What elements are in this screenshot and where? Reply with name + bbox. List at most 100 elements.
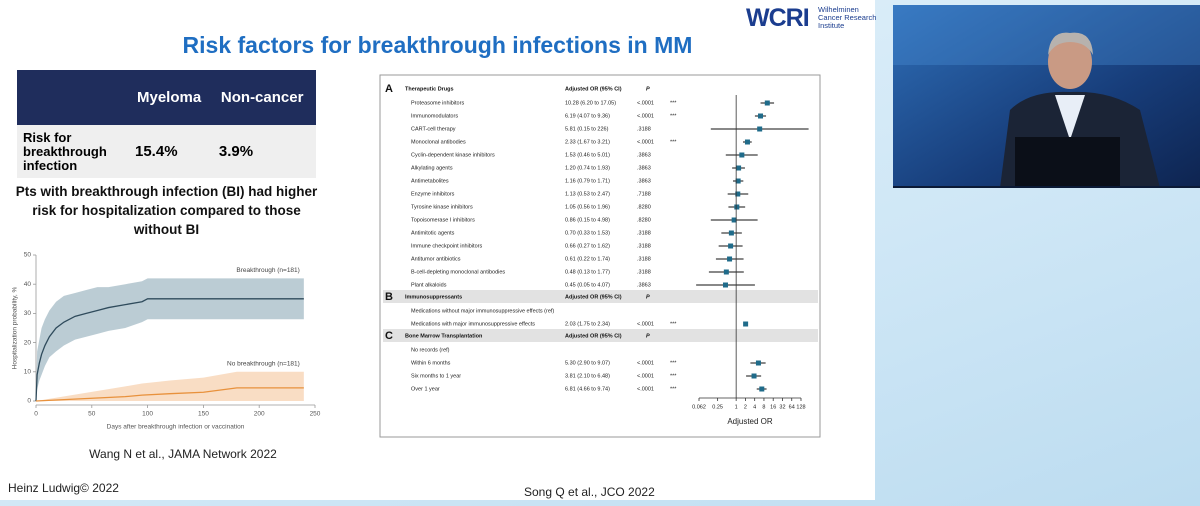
p-text: <.0001 <box>637 360 654 366</box>
or-text: 1.05 (0.56 to 1.96) <box>565 204 610 210</box>
section-letter: B <box>385 291 393 303</box>
x-tick-label: 2 <box>744 404 747 410</box>
p-text: <.0001 <box>637 321 654 327</box>
or-marker <box>758 113 764 119</box>
p-text: .3188 <box>637 126 651 132</box>
row-label: Proteasome inhibitors <box>411 100 464 106</box>
row-label: Immunomodulators <box>411 113 458 119</box>
p-text: .7188 <box>637 191 651 197</box>
p-text: .3188 <box>637 243 651 249</box>
row-label: Medications without major immunosuppress… <box>411 308 554 314</box>
row-label: Topoisomerase I inhibitors <box>411 217 475 223</box>
p-text: .3863 <box>637 282 651 288</box>
ci-band <box>36 371 304 401</box>
or-marker <box>723 269 729 275</box>
header-cell: Non-cancer <box>212 70 316 125</box>
row-label: Over 1 year <box>411 386 440 392</box>
p-text: .3188 <box>637 230 651 236</box>
section-title: Bone Marrow Transplantation <box>405 333 483 339</box>
row-label: Six months to 1 year <box>411 373 461 379</box>
or-header: Adjusted OR (95% CI) <box>565 86 622 92</box>
or-marker <box>734 204 740 210</box>
footer-left: Heinz Ludwig© 2022 <box>8 481 119 495</box>
or-marker <box>736 165 742 171</box>
or-text: 0.61 (0.22 to 1.74) <box>565 256 610 262</box>
or-text: 0.86 (0.15 to 4.98) <box>565 217 610 223</box>
x-tick-label: 16 <box>770 404 776 410</box>
p-text: .8280 <box>637 204 651 210</box>
or-marker <box>744 139 750 145</box>
logo-mark: WCRI <box>746 4 810 32</box>
or-text: 3.81 (2.10 to 6.48) <box>565 373 610 379</box>
p-text: <.0001 <box>637 139 654 145</box>
or-text: 5.81 (0.15 to 226) <box>565 126 609 132</box>
or-text: 0.70 (0.33 to 1.53) <box>565 230 610 236</box>
row-label: No records (ref) <box>411 347 450 353</box>
statement: Pts with breakthrough infection (BI) had… <box>15 184 318 237</box>
section-band <box>383 290 818 303</box>
or-marker <box>727 256 733 262</box>
series-label: No breakthrough (n=181) <box>227 361 300 368</box>
table-row: Risk for breakthrough infection 15.4% 3.… <box>17 125 316 178</box>
x-tick-label: 250 <box>310 411 321 418</box>
row-label: Risk for breakthrough infection <box>17 125 129 178</box>
y-axis-title: Hospitalization probability, % <box>12 286 19 369</box>
p-header: P <box>646 86 650 92</box>
or-marker <box>739 152 745 158</box>
y-tick-label: 50 <box>24 252 32 259</box>
or-marker <box>755 360 761 366</box>
p-text: .3863 <box>637 165 651 171</box>
p-text: .3188 <box>637 256 651 262</box>
or-marker <box>722 282 728 288</box>
x-axis-title: Adjusted OR <box>727 417 773 426</box>
row-label: Enzyme inhibitors <box>411 191 455 197</box>
series-label: Breakthrough (n=181) <box>236 267 299 274</box>
row-label: Cyclin-dependent kinase inhibitors <box>411 152 495 158</box>
section-title: Therapeutic Drugs <box>405 86 454 92</box>
row-label: Alkylating agents <box>411 165 453 171</box>
row-label: B-cell-depleting monoclonal antibodies <box>411 269 505 275</box>
x-tick-label: 200 <box>254 411 265 418</box>
sig-stars: *** <box>670 113 677 119</box>
or-text: 0.45 (0.05 to 4.07) <box>565 282 610 288</box>
or-marker <box>764 100 770 106</box>
or-text: 6.81 (4.66 to 9.74) <box>565 386 610 392</box>
or-text: 5.30 (2.90 to 9.07) <box>565 360 610 366</box>
x-tick-label: 0.25 <box>712 404 723 410</box>
or-marker <box>728 230 734 236</box>
section-band <box>383 329 818 342</box>
row-label: Monoclonal antibodies <box>411 139 466 145</box>
p-text: .3188 <box>637 269 651 275</box>
row-label: Immune checkpoint inhibitors <box>411 243 482 249</box>
or-marker <box>743 321 749 327</box>
or-marker <box>735 178 741 184</box>
section-letter: A <box>385 83 393 95</box>
y-tick-label: 10 <box>24 369 32 376</box>
p-text: .3863 <box>637 152 651 158</box>
x-tick-label: 64 <box>789 404 795 410</box>
or-text: 0.66 (0.27 to 1.62) <box>565 243 610 249</box>
y-tick-label: 20 <box>24 339 32 346</box>
x-tick-label: 100 <box>142 411 153 418</box>
p-header: P <box>646 333 650 339</box>
cell: 3.9% <box>212 125 316 178</box>
or-marker <box>728 243 734 249</box>
row-label: Within 6 months <box>411 360 451 366</box>
x-tick-label: 0 <box>34 411 38 418</box>
y-tick-label: 0 <box>27 398 31 405</box>
sig-stars: *** <box>670 373 677 379</box>
table-header: Myeloma Non-cancer <box>17 70 316 125</box>
p-text: .3863 <box>637 178 651 184</box>
or-marker <box>731 217 737 223</box>
or-marker <box>751 373 757 379</box>
y-tick-label: 40 <box>24 281 32 288</box>
header-cell <box>17 70 129 125</box>
row-label: Antimetabolites <box>411 178 449 184</box>
p-header: P <box>646 294 650 300</box>
x-tick-label: 150 <box>198 411 209 418</box>
p-text: .8280 <box>637 217 651 223</box>
or-text: 2.33 (1.67 to 3.21) <box>565 139 610 145</box>
p-text: <.0001 <box>637 373 654 379</box>
or-text: 0.48 (0.13 to 1.77) <box>565 269 610 275</box>
